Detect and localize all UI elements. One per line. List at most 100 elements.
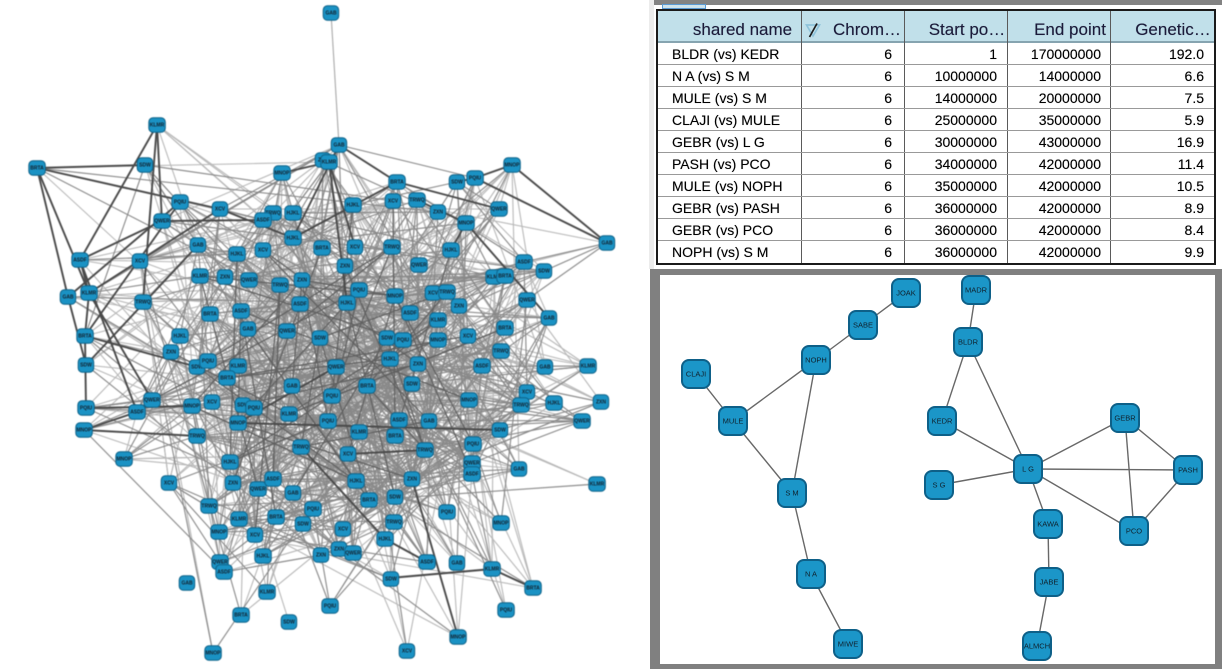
svg-text:QWER: QWER <box>574 419 590 425</box>
svg-text:HJKL: HJKL <box>256 554 269 560</box>
svg-text:HJKL: HJKL <box>383 357 396 363</box>
svg-text:BRTA: BRTA <box>526 586 540 592</box>
svg-text:ASDF: ASDF <box>392 418 406 424</box>
svg-text:SDW: SDW <box>297 522 309 528</box>
svg-text:SDW: SDW <box>385 577 397 583</box>
svg-text:ZXN: ZXN <box>316 553 326 559</box>
svg-text:HJKL: HJKL <box>230 252 243 258</box>
svg-text:ZXN: ZXN <box>407 477 417 483</box>
svg-text:BRTA: BRTA <box>315 246 329 252</box>
svg-text:TRWQ: TRWQ <box>417 448 432 454</box>
svg-text:XCV: XCV <box>388 199 399 205</box>
svg-text:ZXN: ZXN <box>596 400 606 406</box>
svg-text:GAB: GAB <box>513 467 525 473</box>
svg-text:HJKL: HJKL <box>378 537 391 543</box>
svg-text:KLMR: KLMR <box>485 567 500 573</box>
svg-text:JOAK: JOAK <box>896 289 916 298</box>
svg-text:PASH: PASH <box>1178 466 1198 475</box>
svg-text:GAB: GAB <box>287 491 299 497</box>
svg-text:KLMR: KLMR <box>352 430 367 436</box>
svg-text:MNOP: MNOP <box>462 398 478 404</box>
svg-text:GAB: GAB <box>543 316 555 322</box>
svg-text:S G: S G <box>933 481 946 490</box>
svg-text:MNOP: MNOP <box>505 163 521 169</box>
svg-text:GEBR: GEBR <box>1114 414 1136 423</box>
svg-text:GAB: GAB <box>286 384 298 390</box>
svg-text:ZXN: ZXN <box>454 304 464 310</box>
svg-text:KLMR: KLMR <box>487 275 502 281</box>
svg-text:GAB: GAB <box>192 243 204 249</box>
svg-text:TRWQ: TRWQ <box>189 434 204 440</box>
svg-text:SDW: SDW <box>80 363 92 369</box>
svg-text:SDW: SDW <box>451 180 463 186</box>
svg-text:GAB: GAB <box>423 419 435 425</box>
svg-text:GAB: GAB <box>451 561 463 567</box>
svg-text:PQIU: PQIU <box>353 288 366 294</box>
svg-text:MNOP: MNOP <box>231 421 247 427</box>
svg-text:ASDF: ASDF <box>475 364 489 370</box>
svg-text:ZXN: ZXN <box>220 275 230 281</box>
svg-text:TRWQ: TRWQ <box>272 283 287 289</box>
svg-text:PQIU: PQIU <box>307 507 320 513</box>
svg-text:HJKL: HJKL <box>349 479 362 485</box>
svg-text:KEDR: KEDR <box>932 417 953 426</box>
svg-text:JABE: JABE <box>1040 578 1059 587</box>
svg-text:ZXN: ZXN <box>433 210 443 216</box>
svg-text:XCV: XCV <box>522 390 533 396</box>
svg-text:ZXN: ZXN <box>334 547 344 553</box>
svg-text:MADR: MADR <box>965 286 988 295</box>
svg-text:XCV: XCV <box>428 291 439 297</box>
svg-text:GAB: GAB <box>325 11 337 17</box>
svg-text:TRWQ: TRWQ <box>293 445 308 451</box>
svg-text:ZXN: ZXN <box>228 481 238 487</box>
svg-text:ASDF: ASDF <box>403 311 417 317</box>
svg-text:BRTA: BRTA <box>220 376 234 382</box>
svg-text:KLMR: KLMR <box>232 517 247 523</box>
svg-text:HJKL: HJKL <box>286 211 299 217</box>
svg-text:SDW: SDW <box>381 336 393 342</box>
svg-text:KLMR: KLMR <box>590 482 605 488</box>
svg-text:TRWQ: TRWQ <box>265 211 280 217</box>
svg-text:ASDF: ASDF <box>266 477 280 483</box>
svg-text:MIWE: MIWE <box>838 640 858 649</box>
svg-text:QWER: QWER <box>144 398 160 404</box>
svg-text:XCV: XCV <box>164 481 175 487</box>
svg-text:TRWQ: TRWQ <box>135 300 150 306</box>
svg-text:TRWQ: TRWQ <box>409 198 424 204</box>
svg-text:KLMR: KLMR <box>282 412 297 418</box>
svg-text:TRWQ: TRWQ <box>493 349 508 355</box>
svg-text:BRTA: BRTA <box>360 384 374 390</box>
svg-text:ZXN: ZXN <box>340 264 350 270</box>
svg-text:PCO: PCO <box>1126 527 1142 536</box>
svg-text:MULE: MULE <box>723 417 744 426</box>
svg-text:GAB: GAB <box>539 365 551 371</box>
svg-text:ASDF: ASDF <box>465 472 479 478</box>
svg-text:PQIU: PQIU <box>248 406 261 412</box>
svg-text:QWER: QWER <box>411 263 427 269</box>
svg-text:TRWQ: TRWQ <box>439 290 454 296</box>
svg-text:HJKL: HJKL <box>173 334 186 340</box>
svg-text:SDW: SDW <box>389 495 401 501</box>
svg-text:BRTA: BRTA <box>362 498 376 504</box>
svg-text:MNOP: MNOP <box>77 428 93 434</box>
svg-text:ASDF: ASDF <box>73 258 87 264</box>
svg-text:S M: S M <box>785 489 798 498</box>
svg-text:GAB: GAB <box>242 327 254 333</box>
svg-text:QWER: QWER <box>491 207 507 213</box>
svg-text:QWER: QWER <box>464 461 480 467</box>
svg-text:CLAJI: CLAJI <box>686 370 706 379</box>
svg-text:ASDF: ASDF <box>234 309 248 315</box>
svg-text:QWER: QWER <box>250 487 266 493</box>
svg-text:PQIU: PQIU <box>326 394 339 400</box>
svg-text:XCV: XCV <box>250 533 261 539</box>
svg-text:QWER: QWER <box>279 329 295 335</box>
svg-text:HJKL: HJKL <box>444 248 457 254</box>
svg-text:XCV: XCV <box>135 259 146 265</box>
svg-text:XCV: XCV <box>338 527 349 533</box>
svg-text:KLMR: KLMR <box>260 590 275 596</box>
svg-text:SABE: SABE <box>853 321 873 330</box>
svg-text:KLMR: KLMR <box>193 274 208 280</box>
svg-text:TRWQ: TRWQ <box>384 245 399 251</box>
svg-text:GAB: GAB <box>62 295 74 301</box>
svg-text:PQIU: PQIU <box>469 176 482 182</box>
